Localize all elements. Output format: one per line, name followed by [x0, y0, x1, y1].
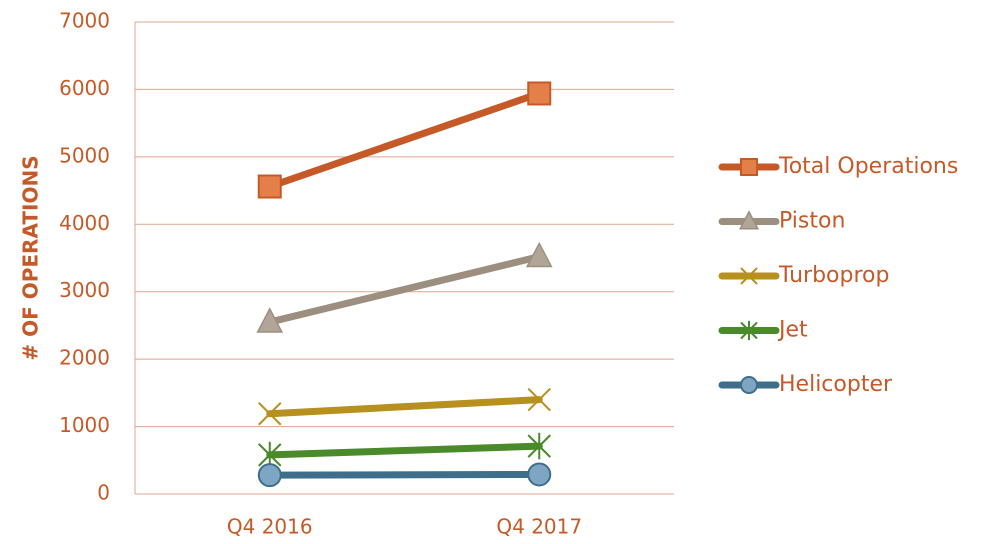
- y-axis-label: # OF OPERATIONS: [19, 155, 43, 360]
- y-tick-label: 4000: [59, 211, 110, 235]
- data-point: [527, 387, 551, 412]
- data-point: [527, 81, 552, 106]
- x-tick-label: Q4 2017: [496, 515, 582, 539]
- data-point: [257, 463, 282, 488]
- x-tick-label: Q4 2016: [227, 515, 313, 539]
- legend-marker: [740, 376, 758, 394]
- legend-marker: [740, 267, 758, 285]
- legend-label: Helicopter: [779, 372, 893, 397]
- legend-marker: [740, 158, 758, 176]
- y-tick-label: 1000: [59, 413, 110, 437]
- y-tick-label: 6000: [59, 76, 110, 100]
- legend-label: Turboprop: [778, 263, 889, 288]
- y-tick-label: 5000: [59, 143, 110, 167]
- y-tick-label: 0: [97, 481, 110, 505]
- legend-label: Piston: [779, 209, 845, 234]
- legend-marker: [740, 320, 758, 341]
- series-line: [266, 470, 543, 479]
- series-line: [266, 89, 543, 191]
- data-point: [258, 402, 282, 426]
- legend-label: Jet: [777, 318, 808, 343]
- legend-marker: [738, 210, 760, 230]
- data-point: [257, 174, 282, 199]
- data-point: [525, 241, 553, 268]
- data-point: [256, 307, 284, 333]
- series-line: [266, 253, 543, 326]
- series-line: [266, 396, 543, 418]
- series-line: [266, 442, 543, 459]
- y-tick-label: 2000: [59, 346, 110, 370]
- y-tick-label: 7000: [59, 9, 110, 33]
- legend-label: Total Operations: [778, 154, 958, 179]
- y-tick-label: 3000: [59, 278, 110, 302]
- data-point: [527, 462, 552, 487]
- data-point: [527, 432, 551, 460]
